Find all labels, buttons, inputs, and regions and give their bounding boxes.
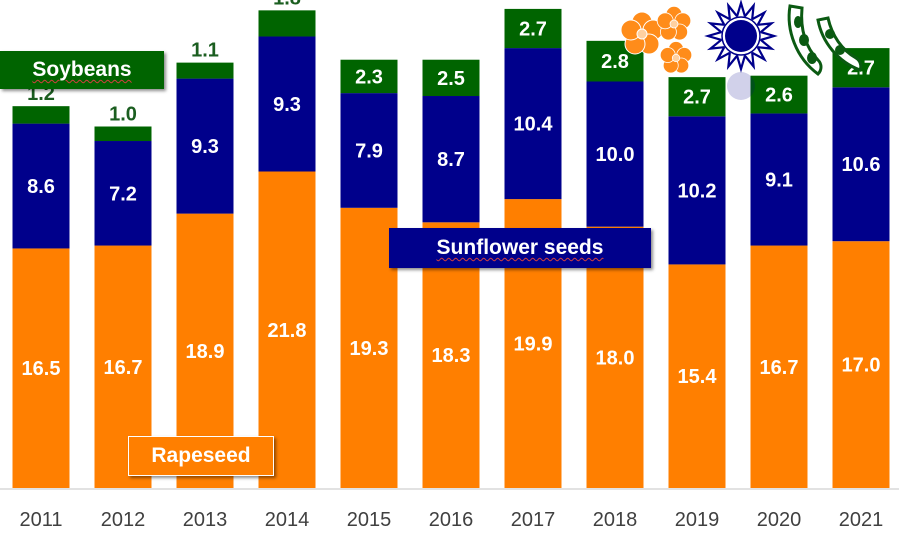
data-label-rapeseed-2018: 18.0	[596, 347, 635, 369]
data-label-rapeseed-2012: 16.7	[104, 357, 143, 379]
bar-soybeans-2014	[258, 10, 316, 37]
bar-sunflower-seeds-2016	[422, 96, 480, 223]
bar-soybeans-2013	[176, 62, 234, 79]
data-label-sunflower-seeds-2013: 9.3	[191, 136, 219, 158]
data-label-soybeans-2020: 2.6	[765, 85, 793, 107]
data-label-sunflower-seeds-2011: 8.6	[27, 176, 55, 198]
data-label-sunflower-seeds-2018: 10.0	[596, 144, 635, 166]
legend-sunflower-seeds: Sunflower seeds	[389, 228, 651, 268]
bar-sunflower-seeds-2015	[340, 93, 398, 208]
data-label-sunflower-seeds-2020: 9.1	[765, 169, 793, 191]
data-labels: 16.58.61.216.77.21.018.99.31.121.89.31.8…	[22, 0, 881, 388]
bar-rapeseed-2021	[832, 241, 890, 488]
bar-sunflower-seeds-2021	[832, 87, 890, 242]
data-label-rapeseed-2017: 19.9	[514, 334, 553, 356]
data-label-rapeseed-2014: 21.8	[268, 320, 307, 342]
bar-soybeans-2020	[750, 75, 808, 114]
data-label-rapeseed-2020: 16.7	[760, 357, 799, 379]
data-label-soybeans-2017: 2.7	[519, 19, 547, 41]
data-label-rapeseed-2021: 17.0	[842, 355, 881, 377]
bar-sunflower-seeds-2014	[258, 36, 316, 172]
bar-rapeseed-2020	[750, 245, 808, 488]
data-label-soybeans-2013: 1.1	[191, 40, 219, 62]
bar-rapeseed-2019	[668, 264, 726, 488]
bar-rapeseed-2018	[586, 226, 644, 489]
data-label-sunflower-seeds-2015: 7.9	[355, 140, 383, 162]
x-tick-2018: 2018	[593, 509, 638, 531]
x-tick-2020: 2020	[757, 509, 802, 531]
data-label-soybeans-2015: 2.3	[355, 66, 383, 88]
data-label-rapeseed-2013: 18.9	[186, 341, 225, 363]
legend-rapeseed: Rapeseed	[128, 436, 274, 476]
data-label-rapeseed-2019: 15.4	[678, 366, 718, 388]
bar-sunflower-seeds-2012	[94, 141, 152, 246]
data-label-sunflower-seeds-2017: 10.4	[514, 114, 554, 136]
x-tick-2019: 2019	[675, 509, 720, 531]
bar-sunflower-seeds-2017	[504, 48, 562, 200]
data-label-soybeans-2018: 2.8	[601, 51, 629, 73]
bar-sunflower-seeds-2019	[668, 116, 726, 265]
x-tick-2016: 2016	[429, 509, 474, 531]
soybean-pod-icon	[787, 4, 863, 76]
data-label-sunflower-seeds-2016: 8.7	[437, 149, 465, 171]
data-label-sunflower-seeds-2019: 10.2	[678, 180, 717, 202]
sunflower-icon	[704, 0, 778, 100]
x-tick-2017: 2017	[511, 509, 556, 531]
x-tick-2013: 2013	[183, 509, 228, 531]
bar-rapeseed-2011	[12, 248, 70, 488]
legend-soybeans-label: Soybeans	[32, 58, 132, 81]
x-tick-2012: 2012	[101, 509, 146, 531]
bar-soybeans-2017	[504, 8, 562, 49]
data-label-rapeseed-2011: 16.5	[22, 358, 61, 380]
bar-sunflower-seeds-2018	[586, 81, 644, 227]
data-label-soybeans-2019: 2.7	[683, 87, 711, 109]
bar-soybeans-2012	[94, 126, 152, 142]
rapeseed-flowers-icon	[620, 5, 693, 74]
data-label-sunflower-seeds-2021: 10.6	[842, 154, 881, 176]
x-tick-labels: 2011 2012 2013 2014 2015 2016 2017 2018 2019 2020…	[19, 509, 883, 531]
bar-sunflower-seeds-2013	[176, 78, 234, 214]
bars-layer	[12, 8, 890, 489]
data-label-sunflower-seeds-2012: 7.2	[109, 183, 137, 205]
bar-soybeans-2019	[668, 77, 726, 117]
data-label-soybeans-2016: 2.5	[437, 68, 465, 90]
data-label-soybeans-2012: 1.0	[109, 104, 137, 126]
data-label-rapeseed-2016: 18.3	[432, 345, 471, 367]
bar-sunflower-seeds-2020	[750, 113, 808, 246]
legend-soybeans: Soybeans	[0, 51, 164, 89]
legend-sunflower-label: Sunflower seeds	[436, 236, 604, 259]
bar-rapeseed-2015	[340, 207, 398, 488]
bar-soybeans-2016	[422, 59, 480, 97]
data-label-sunflower-seeds-2014: 9.3	[273, 94, 301, 116]
x-tick-2014: 2014	[265, 509, 310, 531]
x-tick-2015: 2015	[347, 509, 392, 531]
legend-rapeseed-label: Rapeseed	[151, 444, 251, 467]
bar-sunflower-seeds-2011	[12, 123, 70, 249]
bar-soybeans-2015	[340, 59, 398, 94]
x-tick-2011: 2011	[19, 509, 62, 531]
bar-soybeans-2011	[12, 106, 70, 124]
data-label-soybeans-2014: 1.8	[273, 0, 301, 9]
bar-rapeseed-2014	[258, 171, 316, 488]
x-tick-2021: 2021	[839, 509, 884, 531]
data-label-rapeseed-2015: 19.3	[350, 338, 389, 360]
